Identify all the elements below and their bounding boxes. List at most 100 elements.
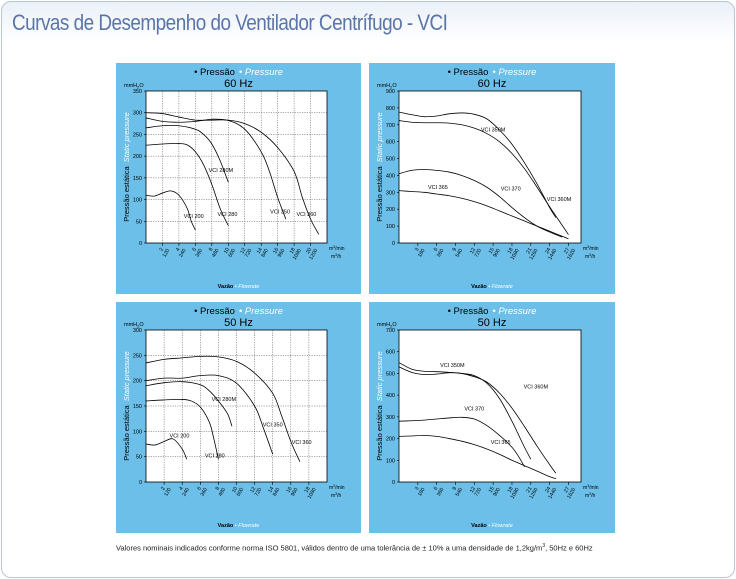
- x-tick-label-2: 180: [417, 487, 427, 498]
- plot-area: [398, 329, 582, 483]
- x-tick-label-1: 6: [433, 486, 440, 492]
- x-axis-label: Vazão • Flowrate: [471, 523, 513, 529]
- x-tick-label-1: 6: [196, 486, 203, 492]
- x-unit-sup: 3: [335, 492, 337, 496]
- y-tick-label: 900: [386, 89, 395, 95]
- series-line-vci-200: [145, 190, 196, 231]
- x-tick-label-2: 540: [455, 248, 465, 259]
- x-tick-label-2: 240: [178, 248, 188, 259]
- x-tick-label-2: 720: [244, 248, 254, 259]
- x-tick-label-2: 240: [181, 487, 191, 498]
- x-unit-sup: 3: [333, 484, 335, 488]
- x-unit-part: /min: [335, 485, 345, 491]
- x-tick-label-1: 12: [249, 486, 257, 494]
- y-unit-sub: 2: [390, 85, 393, 90]
- y-tick-label: 0: [392, 241, 395, 247]
- y-tick-label: 100: [386, 224, 395, 230]
- x-tick-label-1: 14: [256, 247, 264, 255]
- x-tick-label-1: 15: [488, 486, 496, 494]
- x-tick-label-1: 10: [231, 486, 239, 494]
- x-axis-label-en: • Flowrate: [487, 284, 513, 290]
- x-tick-label-1: 12: [239, 247, 247, 255]
- x-unit-1: m3/min: [583, 245, 599, 252]
- footnote-main: Valores nominais indicados conforme norm…: [116, 543, 543, 553]
- y-axis-label-pt: Pressão estática: [122, 165, 131, 221]
- x-tick-label-1: 24: [544, 486, 552, 494]
- x-tick-label-1: 27: [563, 247, 571, 255]
- y-tick-label: 50: [136, 455, 142, 461]
- series-label: VCI 350M: [481, 128, 506, 134]
- x-unit-part: m: [329, 246, 333, 252]
- x-tick-label-1: 18: [507, 247, 515, 255]
- series-label: VCI 280: [205, 454, 225, 460]
- y-axis-label-en: Static pressure: [375, 112, 384, 162]
- y-tick-label: 100: [133, 429, 142, 435]
- x-unit-sup: 3: [333, 245, 335, 249]
- x-tick-label-2: 180: [417, 248, 427, 259]
- series-line-vci-350m: [398, 366, 532, 460]
- x-tick-label-1: 18: [507, 486, 515, 494]
- y-tick-label: 100: [133, 198, 142, 204]
- x-unit-part: m: [329, 485, 333, 491]
- x-unit-sup: 3: [587, 484, 589, 488]
- y-axis-label-en: Static pressure: [122, 351, 131, 401]
- series-line-vci-350m: [398, 111, 557, 218]
- x-tick-label-1: 20: [305, 247, 313, 255]
- series-line-vci-200: [145, 438, 188, 460]
- series-line-vci-280m: [145, 381, 233, 427]
- series-label: VCI 280M: [212, 397, 237, 403]
- series-label: VCI 360M: [547, 197, 572, 203]
- series-label: VCI 360: [296, 212, 316, 218]
- footnote: Valores nominais indicados conforme norm…: [116, 543, 593, 553]
- x-unit-sup: 3: [587, 245, 589, 249]
- footnote-end: , 50Hz e 60Hz: [545, 543, 593, 553]
- y-tick-label: 150: [133, 404, 142, 410]
- series-label: VCI 360M: [524, 385, 549, 391]
- x-unit-part: m: [585, 493, 589, 499]
- x-tick-label-1: 6: [433, 247, 440, 253]
- y-unit-part: mmH: [377, 83, 390, 89]
- y-tick-label: 350: [133, 89, 142, 95]
- x-tick-label-2: 360: [200, 487, 210, 498]
- y-tick-label: 50: [136, 219, 142, 225]
- legend-pressao: • Pressão: [448, 306, 489, 317]
- x-tick-label-1: 16: [272, 247, 280, 255]
- x-axis-label: Vazão • Flowrate: [218, 284, 260, 290]
- series-line-vci-350: [145, 117, 287, 220]
- y-tick-label: 500: [386, 371, 395, 377]
- x-unit-2: m3/h: [585, 492, 596, 499]
- x-axis-label-en: • Flowrate: [487, 523, 513, 529]
- y-unit-sub: 2: [137, 85, 140, 90]
- series-line-vci-360m: [398, 120, 569, 235]
- x-axis-label: Vazão • Flowrate: [471, 284, 513, 290]
- y-tick-label: 700: [386, 328, 395, 334]
- x-tick-label-2: 120: [162, 248, 172, 259]
- plot-area: [398, 90, 582, 244]
- legend-pressure: • Pressure: [239, 306, 283, 317]
- x-tick-label-1: 2: [160, 486, 167, 492]
- x-tick-label-2: 1260: [529, 487, 540, 500]
- chart-panel-50hz-large: • Pressão • Pressure 50 Hz mmH2O 0 100 200 300 4…: [369, 302, 615, 533]
- legend: • Pressão • Pressure: [448, 67, 537, 78]
- y-unit-part: O: [392, 322, 397, 328]
- y-unit-part: mmH: [124, 83, 137, 89]
- x-tick-label-1: 16: [285, 486, 293, 494]
- legend-pressure: • Pressure: [239, 67, 283, 78]
- x-tick-label-2: 960: [277, 248, 287, 259]
- series-label: VCI 370: [501, 187, 521, 193]
- x-unit-part: m: [331, 254, 335, 260]
- x-tick-label-1: 21: [525, 247, 533, 255]
- y-tick-label: 400: [386, 393, 395, 399]
- x-tick-label-1: 3: [414, 486, 421, 492]
- chart-subtitle: 60 Hz: [478, 78, 507, 90]
- x-tick-label-1: 2: [159, 247, 166, 253]
- x-tick-label-2: 960: [290, 487, 300, 498]
- y-unit-sub: 2: [390, 324, 393, 329]
- y-unit: mmH2O: [377, 83, 397, 90]
- x-unit-part: /h: [591, 254, 595, 260]
- x-tick-label-2: 1620: [566, 487, 577, 500]
- x-tick-label-2: 600: [236, 487, 246, 498]
- y-unit-part: mmH: [124, 322, 137, 328]
